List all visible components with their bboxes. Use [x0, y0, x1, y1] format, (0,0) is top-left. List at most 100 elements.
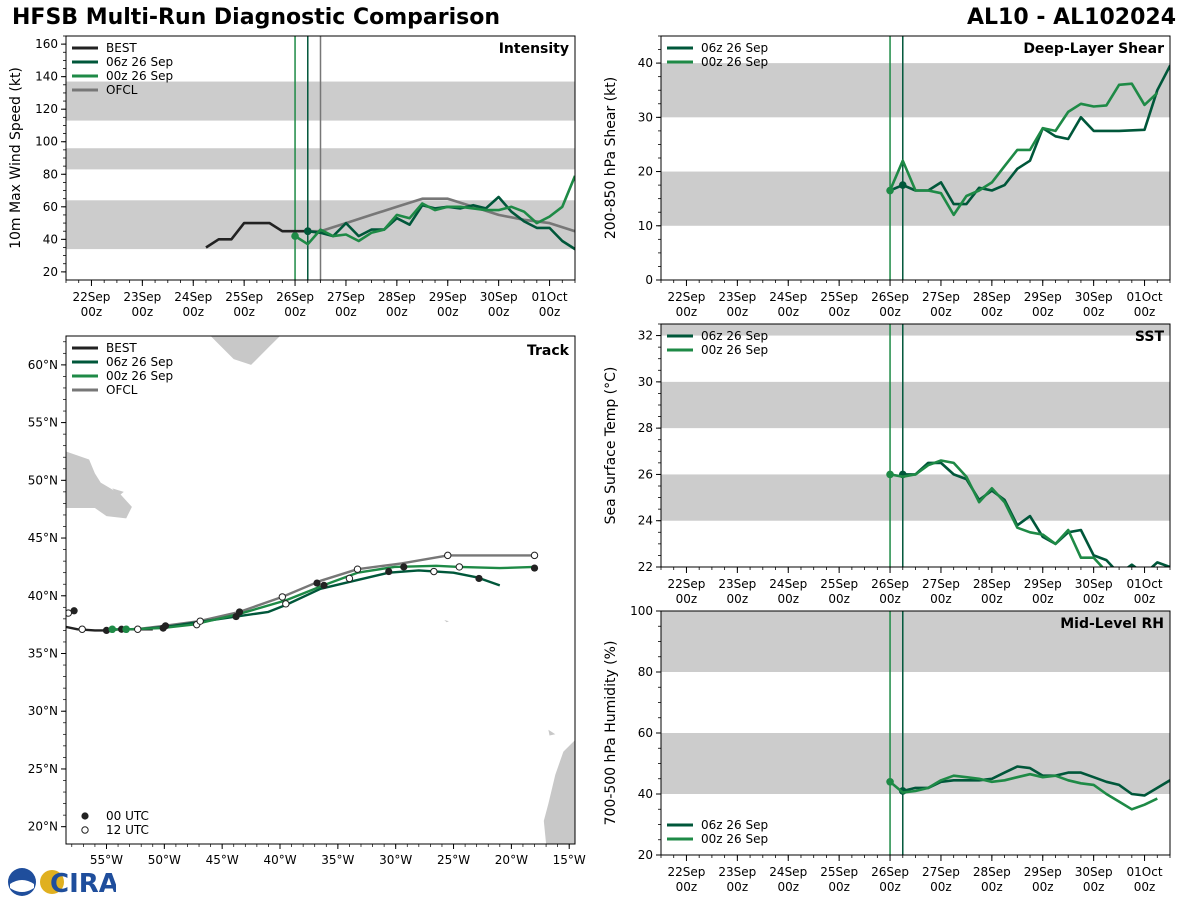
- rh-band-1: [661, 611, 1170, 672]
- sst-marker-run00-0: [886, 470, 894, 479]
- track-ytick-label: 25°N: [28, 762, 58, 776]
- track-marker-00utc: [70, 607, 78, 615]
- intensity-ytick-label: 160: [35, 37, 58, 51]
- sst-band-0: [661, 474, 1170, 521]
- shear-xtick-label-date: 24Sep: [769, 290, 807, 304]
- intensity-xtick-label-date: 30Sep: [480, 290, 518, 304]
- intensity-xtick-label-hour: 00z: [81, 305, 103, 319]
- sst-xtick-label-date: 26Sep: [871, 577, 909, 591]
- sst-xtick-label-hour: 00z: [777, 592, 799, 606]
- rh-xtick-label-hour: 00z: [930, 880, 952, 894]
- rh-xtick-label-hour: 00z: [981, 880, 1003, 894]
- rh-xtick-label-hour: 00z: [1134, 880, 1156, 894]
- rh-xtick-label-date: 01Oct: [1127, 865, 1163, 879]
- track-ytick-label: 20°N: [28, 820, 58, 834]
- sst-xtick-label-hour: 00z: [727, 592, 749, 606]
- shear-line-run06: [889, 64, 1170, 206]
- intensity-ytick-label: 20: [43, 265, 58, 279]
- shear-title: Deep-Layer Shear: [1023, 41, 1164, 57]
- shear-xtick-label-hour: 00z: [981, 305, 1003, 319]
- sst-xtick-label-date: 22Sep: [668, 577, 706, 591]
- sst-ylabel: Sea Surface Temp (°C): [603, 367, 619, 525]
- track-marker-00utc: [320, 581, 328, 589]
- track-marker-00utc: [475, 574, 483, 583]
- track-marker-00utc: [313, 579, 321, 587]
- intensity-xtick-label-date: 29Sep: [429, 290, 467, 304]
- track-legend-label: OFCL: [106, 383, 138, 397]
- shear-ytick-label: 40: [638, 56, 653, 70]
- intensity-xtick-label-hour: 00z: [182, 305, 204, 319]
- sst-panel: 22242628303222Sep00z23Sep00z24Sep00z25Se…: [603, 323, 1171, 606]
- sst-legend-label: 00z 26 Sep: [701, 343, 768, 357]
- track-marker-00utc: [385, 567, 393, 576]
- sst-xtick-label-date: 30Sep: [1075, 577, 1113, 591]
- intensity-xtick-label-date: 27Sep: [327, 290, 365, 304]
- track-marker-12utc: [353, 565, 362, 573]
- track-ytick-label: 55°N: [28, 416, 58, 430]
- rh-line-run00: [889, 772, 1158, 811]
- sst-xtick-label-date: 24Sep: [769, 577, 807, 591]
- shear-xtick-label-date: 26Sep: [871, 290, 909, 304]
- rh-xtick-label-date: 23Sep: [718, 865, 756, 879]
- island-land: [112, 488, 124, 497]
- rh-ytick-label: 20: [638, 848, 653, 862]
- track-marker-12utc: [78, 625, 86, 633]
- track-ytick-label: 50°N: [28, 473, 58, 487]
- intensity-xtick-label-hour: 00z: [437, 305, 459, 319]
- track-xtick-label: 25°W: [437, 853, 470, 867]
- storm-id: AL10 - AL102024: [967, 5, 1176, 30]
- shear-panel: 01020304022Sep00z23Sep00z24Sep00z25Sep00…: [603, 35, 1171, 319]
- track-marker-00utc: [161, 622, 170, 630]
- sst-band-2: [661, 324, 1170, 336]
- intensity-xtick-label-hour: 00z: [233, 305, 255, 319]
- rh-ytick-label: 40: [638, 787, 653, 801]
- shear-marker-run06-0: [898, 181, 907, 189]
- track-marker-12utc: [66, 609, 73, 617]
- rh-xtick-label-hour: 00z: [1032, 880, 1054, 894]
- intensity-xtick-label-date: 22Sep: [73, 290, 111, 304]
- rh-xtick-label-date: 30Sep: [1075, 865, 1113, 879]
- shear-xtick-label-hour: 00z: [777, 305, 799, 319]
- track-frame: [65, 335, 576, 845]
- track-legend-label: 00z 26 Sep: [106, 369, 173, 383]
- track-xtick-label: 30°W: [379, 853, 412, 867]
- intensity-marker-run06-0: [303, 227, 312, 235]
- sst-title: SST: [1135, 329, 1165, 345]
- sst-xtick-label-hour: 00z: [676, 592, 698, 606]
- rh-marker-run00-0: [886, 778, 894, 786]
- newfoundland-land: [66, 451, 132, 519]
- greenland-land: [210, 336, 280, 365]
- sst-band-1: [661, 381, 1170, 429]
- track-ytick-label: 60°N: [28, 358, 58, 372]
- shear-xtick-label-hour: 00z: [879, 305, 901, 319]
- shear-line-run00: [888, 82, 1159, 217]
- intensity-ytick-label: 80: [43, 167, 58, 181]
- rh-xtick-label-date: 29Sep: [1024, 865, 1062, 879]
- intensity-legend-label: 00z 26 Sep: [106, 69, 173, 83]
- shear-xtick-label-date: 28Sep: [973, 290, 1011, 304]
- intensity-ytick-label: 60: [43, 200, 58, 214]
- intensity-line-best: [205, 221, 308, 249]
- track-xtick-label: 35°W: [321, 853, 354, 867]
- shear-xtick-label-date: 01Oct: [1127, 290, 1163, 304]
- rh-ylabel: 700-500 hPa Humidity (%): [603, 641, 619, 826]
- intensity-ytick-label: 40: [43, 232, 58, 246]
- rh-ytick-label: 60: [638, 726, 653, 740]
- shear-xtick-label-date: 27Sep: [922, 290, 960, 304]
- shear-ytick-label: 0: [645, 273, 653, 287]
- intensity-xtick-label-date: 23Sep: [123, 290, 161, 304]
- track-legend-12utc-marker: [81, 826, 89, 834]
- shear-xtick-label-hour: 00z: [727, 305, 749, 319]
- sst-xtick-label-date: 28Sep: [973, 577, 1011, 591]
- track-marker-12utc: [282, 600, 290, 608]
- labrador-land: [66, 463, 84, 477]
- track-xtick-label: 20°W: [495, 853, 528, 867]
- intensity-xtick-label-date: 25Sep: [225, 290, 263, 304]
- rh-title: Mid-Level RH: [1060, 616, 1164, 632]
- sst-xtick-label-hour: 00z: [879, 592, 901, 606]
- cira-logo: CIRA: [8, 868, 116, 898]
- shear-ytick-label: 10: [638, 219, 653, 233]
- sst-line-run06: [902, 461, 1170, 567]
- shear-xtick-label-hour: 00z: [1083, 305, 1105, 319]
- track-xtick-label: 40°W: [263, 853, 296, 867]
